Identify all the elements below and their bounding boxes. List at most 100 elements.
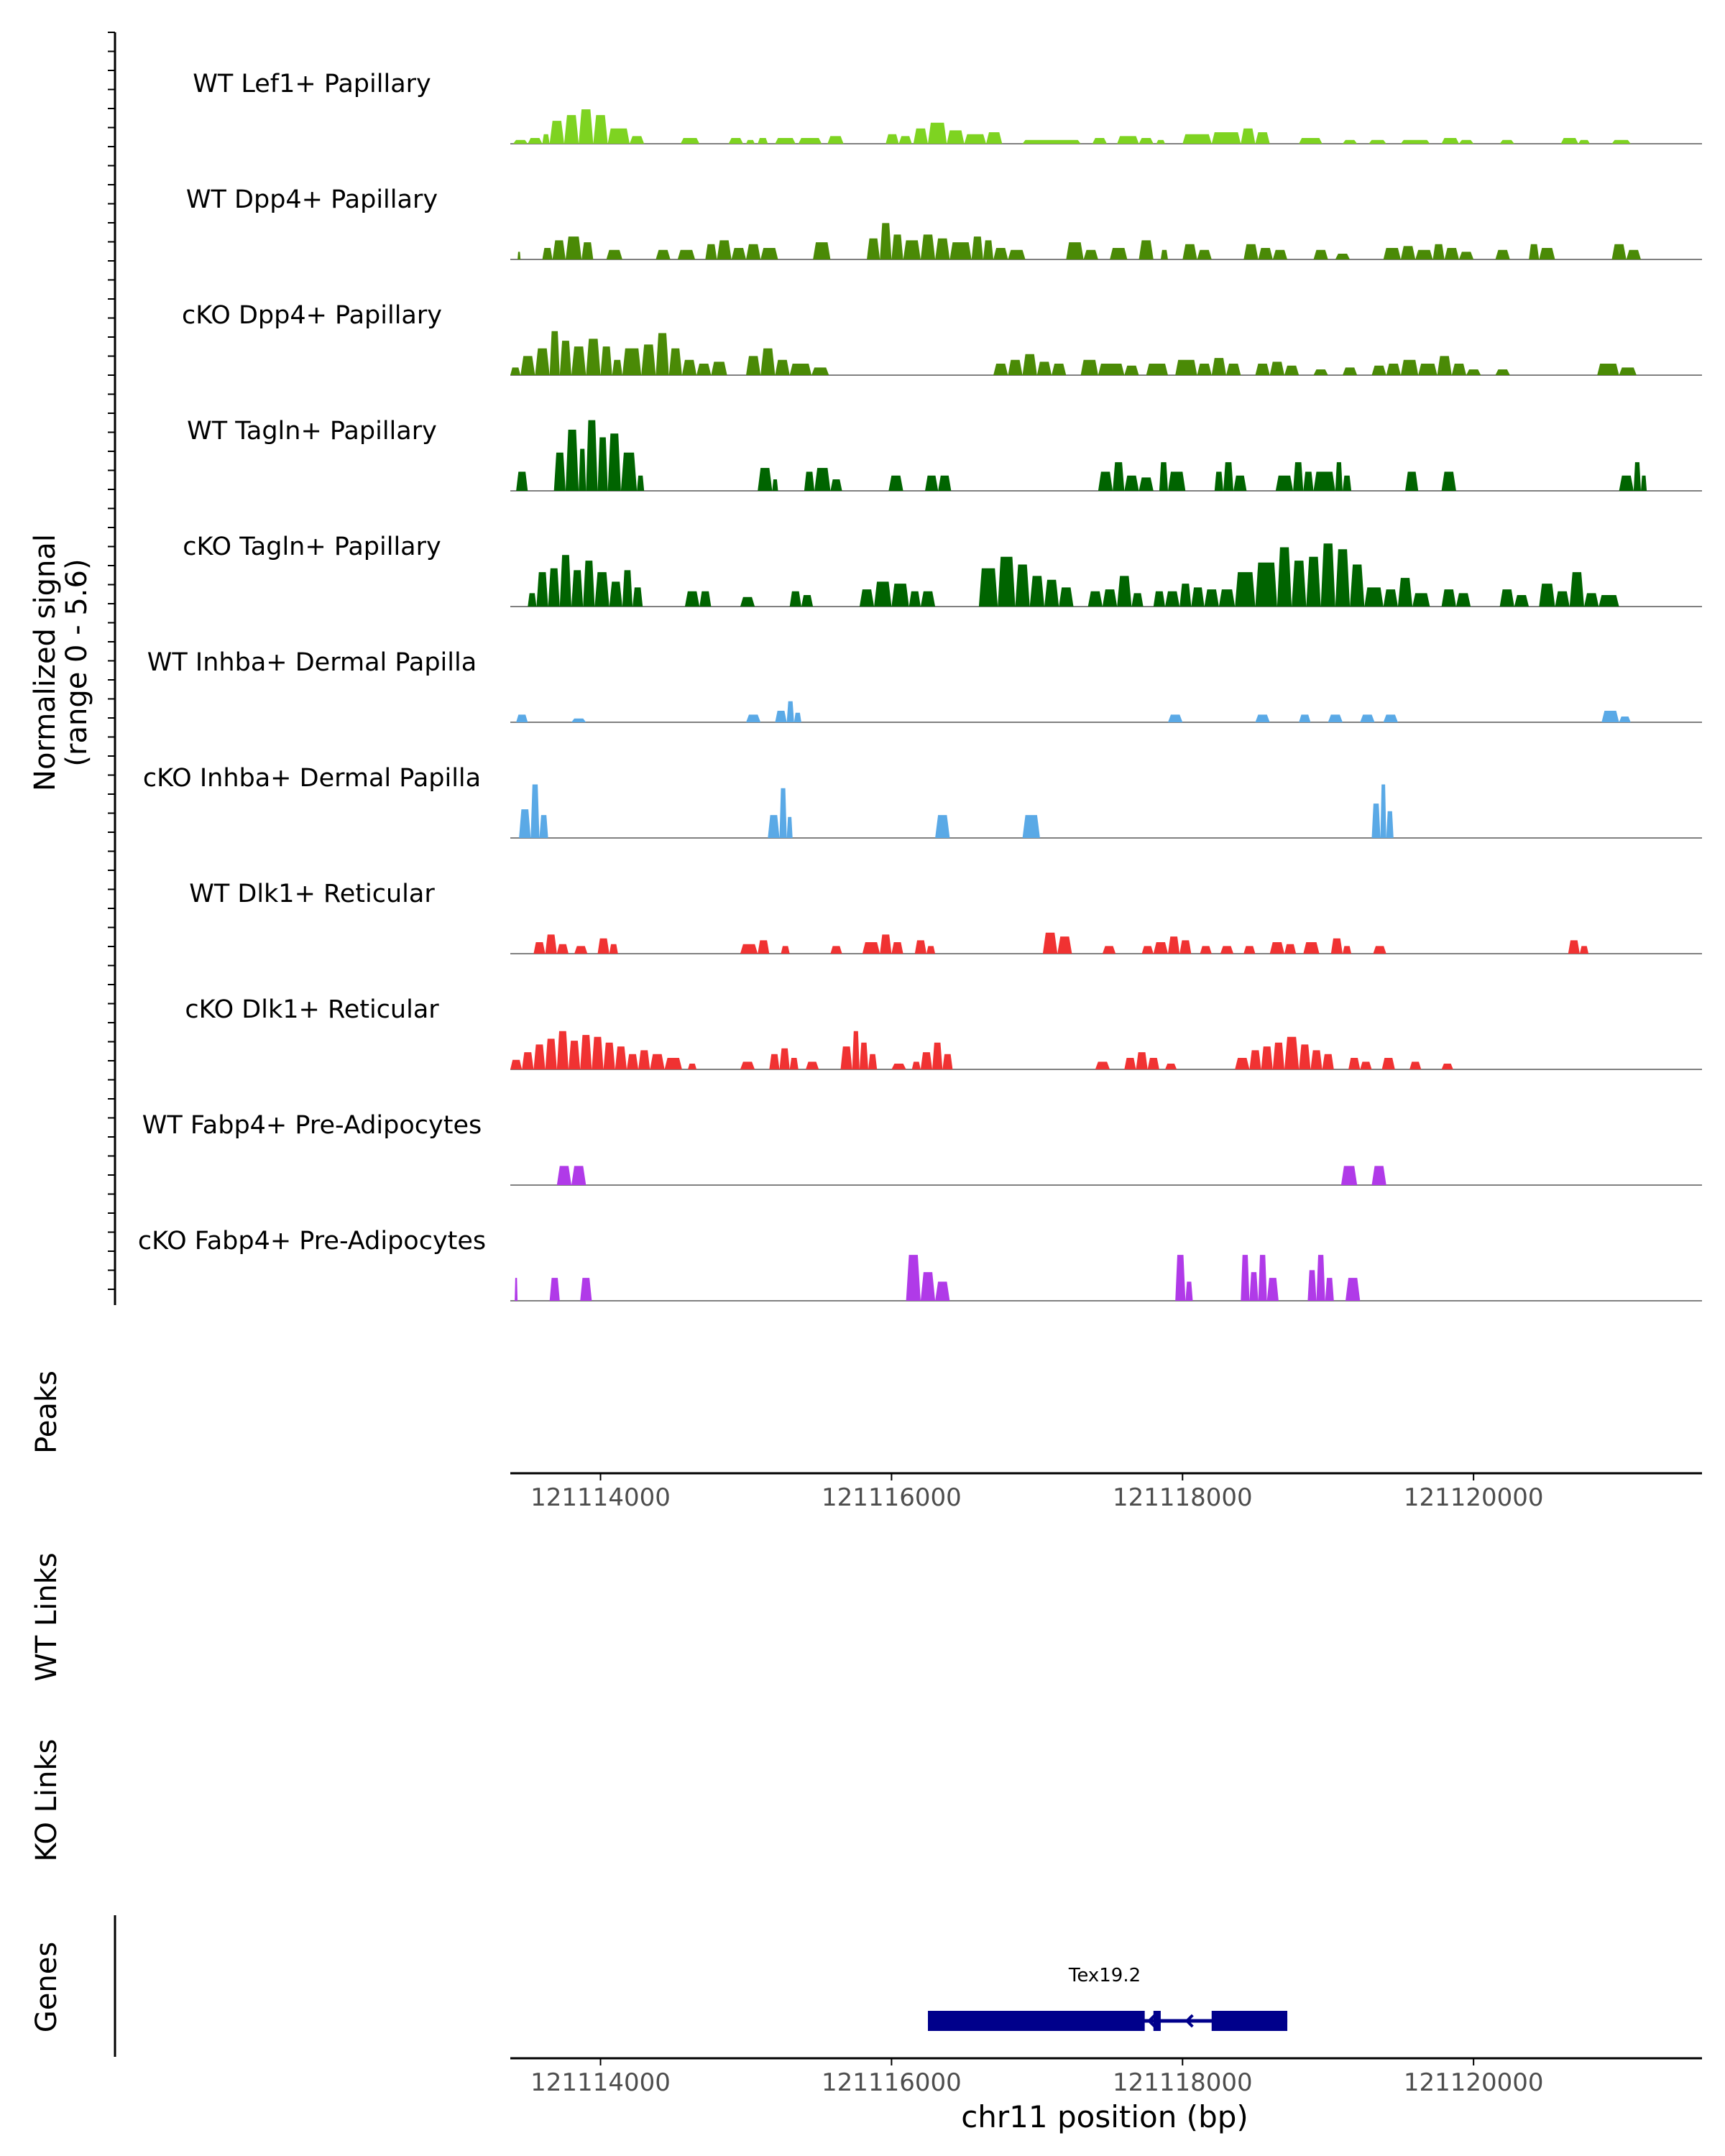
signal-peak	[559, 555, 571, 607]
signal-peak	[1539, 584, 1555, 607]
signal-peak	[1211, 132, 1241, 144]
signal-peak	[680, 138, 700, 144]
signal-peak	[1226, 364, 1241, 375]
x-tick-label: 121116000	[822, 2068, 962, 2097]
x-axis-title: chr11 position (bp)	[961, 2099, 1248, 2134]
signal-peak	[898, 136, 912, 144]
signal-peak	[880, 223, 892, 259]
signal-peak	[740, 596, 755, 607]
signal-peak	[520, 356, 535, 375]
strand-arrow-icon	[1146, 2014, 1156, 2028]
signal-peak	[1458, 139, 1474, 144]
signal-peak	[542, 248, 553, 259]
signal-peak	[1214, 471, 1223, 491]
signal-peak	[1182, 244, 1197, 259]
signal-peak	[1185, 1281, 1193, 1301]
signal-peak	[559, 341, 571, 375]
signal-peak	[740, 944, 758, 954]
signal-peak	[1299, 714, 1311, 722]
signal-peak	[1368, 139, 1386, 144]
signal-peak	[637, 475, 645, 491]
signal-peak	[564, 115, 579, 144]
y-axis-range: (range 0 - 5.6)	[60, 558, 93, 766]
signal-peak	[986, 132, 1003, 144]
signal-peak	[1641, 475, 1647, 491]
signal-peak	[731, 248, 746, 259]
gene-model	[928, 2011, 1288, 2031]
signal-peak	[1124, 365, 1139, 375]
signal-peak	[1499, 139, 1514, 144]
signal-peak	[1555, 591, 1570, 607]
signal-peak	[1495, 369, 1510, 375]
signal-peak	[1539, 248, 1555, 259]
signal-peak	[1303, 942, 1320, 954]
signal-peak	[993, 248, 1008, 259]
signal-peak	[920, 234, 936, 259]
signal-peak	[1211, 358, 1226, 375]
signal-peak	[932, 1042, 943, 1069]
signal-peak	[1218, 589, 1236, 607]
signal-peak	[548, 568, 560, 607]
signal-peak	[1578, 139, 1591, 144]
signal-peak	[920, 1052, 933, 1069]
signal-peak	[533, 942, 546, 954]
signal-peak	[775, 359, 790, 375]
signal-peak	[612, 359, 622, 375]
panel-label-wt-links: WT Links	[30, 1552, 63, 1681]
signal-peak	[1197, 249, 1212, 259]
gene-exon	[928, 2011, 1145, 2031]
signal-peak	[1059, 587, 1074, 607]
signal-peak	[1223, 462, 1234, 491]
signal-peak	[1386, 364, 1401, 375]
signal-peak	[862, 942, 880, 954]
signal-peak	[1255, 714, 1270, 722]
signal-peak	[758, 940, 770, 954]
signal-peak	[935, 815, 950, 838]
signal-peak	[1168, 936, 1180, 954]
signal-peak	[1272, 249, 1287, 259]
signal-peak	[1204, 589, 1219, 607]
signal-peak	[553, 452, 566, 491]
signal-peak	[1619, 717, 1631, 722]
signal-peak	[1092, 138, 1107, 144]
signal-peak	[552, 240, 566, 259]
signal-peak	[1269, 942, 1284, 954]
signal-peak	[1008, 359, 1023, 375]
track-label: WT Fabp4+ Pre-Adipocytes	[142, 1111, 482, 1140]
signal-peak	[971, 236, 983, 259]
signal-peak	[1044, 579, 1059, 607]
signal-peak	[1117, 576, 1132, 607]
signal-peak	[1022, 815, 1040, 838]
signal-peak	[1113, 462, 1125, 491]
signal-peak	[1243, 244, 1259, 259]
signal-peak	[510, 367, 521, 375]
y-axis-ticks	[108, 32, 115, 1290]
signal-peak	[1275, 475, 1294, 491]
signal-peak	[789, 1058, 799, 1069]
signal-peak	[1400, 359, 1419, 375]
signal-peak	[938, 475, 952, 491]
signal-peak	[549, 331, 560, 375]
signal-peak	[998, 556, 1016, 607]
track-label: cKO Fabp4+ Pre-Adipocytes	[138, 1227, 486, 1256]
signal-peak	[1156, 139, 1165, 144]
signal-peak	[528, 138, 543, 144]
signal-peak	[789, 364, 812, 375]
signal-peak	[536, 572, 548, 607]
signal-peak	[1444, 248, 1459, 259]
track-label: WT Dlk1+ Reticular	[189, 880, 435, 908]
signal-peak	[1284, 944, 1297, 954]
signal-peak	[1529, 244, 1540, 259]
signal-peak	[880, 934, 892, 954]
signal-peak	[1197, 364, 1212, 375]
signal-peak	[516, 471, 528, 491]
signal-peak	[1235, 572, 1256, 607]
signal-peak	[518, 252, 521, 259]
signal-peak	[746, 714, 761, 722]
signal-peak	[772, 479, 778, 491]
signal-peak	[1350, 564, 1365, 607]
track-1: WT Lef1+ Papillary	[193, 70, 1702, 144]
signal-peak	[1029, 576, 1044, 607]
signal-peak	[1022, 354, 1037, 375]
